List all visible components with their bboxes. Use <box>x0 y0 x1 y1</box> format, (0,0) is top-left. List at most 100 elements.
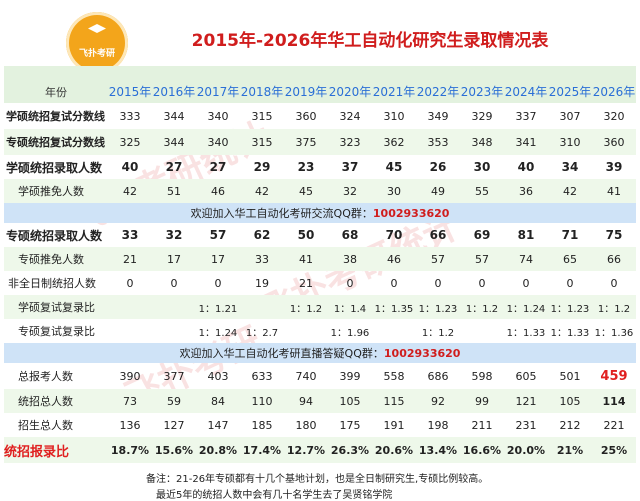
row-label: 专硕统招复试分数线 <box>4 129 108 155</box>
table-cell: 18.7% <box>108 437 152 463</box>
table-cell: 41 <box>592 179 636 203</box>
qq-banner: 欢迎加入华工自动化考研交流QQ群：1002933620 <box>4 203 636 223</box>
table-cell: 0 <box>566 276 574 290</box>
table-cell <box>284 319 328 343</box>
table-cell: 34 <box>561 160 579 174</box>
table-cell: 180 <box>295 418 317 432</box>
table-cell: 1：1.23 <box>416 295 460 319</box>
table-cell: 1：1.96 <box>330 327 370 339</box>
table-cell: 0 <box>610 276 618 290</box>
table-cell: 221 <box>603 418 625 432</box>
banner-cell: 欢迎加入华工自动化考研交流QQ群：1002933620 <box>4 203 636 223</box>
table-cell: 605 <box>515 369 537 383</box>
table-cell: 45 <box>385 160 403 174</box>
table-cell: 27 <box>165 160 183 174</box>
admission-table: 年份 2015年 2016年 2017年 2018年 2019年 2020年 2… <box>4 66 636 463</box>
year-cell: 2025年 <box>548 66 592 103</box>
table-cell: 57 <box>209 228 227 242</box>
table-cell: 42 <box>548 179 592 203</box>
table-cell: 30 <box>372 179 416 203</box>
table-cell: 136 <box>119 418 141 432</box>
table-cell: 1：1.35 <box>372 295 416 319</box>
table-cell: 25% <box>592 437 636 463</box>
table-cell: 1：1.2 <box>592 295 636 319</box>
table-row: 总报考人数 390 377 403 633 740 399 558 686 59… <box>4 363 636 389</box>
row-label: 专硕复试复录比 <box>18 325 95 338</box>
table-cell: 1：1.23 <box>548 295 592 319</box>
table-cell: 325 <box>108 129 152 155</box>
table-cell: 41 <box>284 247 328 271</box>
table-cell: 70 <box>385 228 403 242</box>
table-cell <box>108 319 152 343</box>
table-cell: 307 <box>559 109 581 123</box>
row-label: 总报考人数 <box>18 370 73 383</box>
page-title: 2015年-2026年华工自动化研究生录取情况表 <box>191 31 549 51</box>
banner-cell: 欢迎加入华工自动化考研直播答疑QQ群：1002933620 <box>4 343 636 363</box>
year-cell: 2024年 <box>504 66 548 103</box>
table-cell: 348 <box>460 129 504 155</box>
table-cell: 110 <box>240 389 284 413</box>
table-cell: 333 <box>119 109 141 123</box>
table-cell: 74 <box>504 247 548 271</box>
year-cell: 2015年 <box>108 66 152 103</box>
table-cell: 92 <box>416 389 460 413</box>
table-cell: 212 <box>559 418 581 432</box>
table-cell: 1：1.2 <box>284 295 328 319</box>
qq-number: 1002933620 <box>383 347 461 360</box>
table-cell: 55 <box>460 179 504 203</box>
table-cell: 1：2.7 <box>245 327 279 339</box>
table-cell: 121 <box>504 389 548 413</box>
table-cell: 68 <box>341 228 359 242</box>
table-cell: 50 <box>297 228 315 242</box>
year-cell: 2016年 <box>152 66 196 103</box>
table-cell: 127 <box>163 418 185 432</box>
table-cell: 59 <box>152 389 196 413</box>
table-cell: 740 <box>295 369 317 383</box>
table-cell: 329 <box>471 109 493 123</box>
table-cell: 29 <box>253 160 271 174</box>
table-cell: 40 <box>121 160 139 174</box>
table-cell: 114 <box>592 389 636 413</box>
table-row: 学硕推免人数 42 51 46 42 45 32 30 49 55 36 42 … <box>4 179 636 203</box>
banner-text: 欢迎加入华工自动化考研交流QQ群： <box>190 207 373 220</box>
row-label: 招生总人数 <box>18 419 73 432</box>
table-cell: 198 <box>427 418 449 432</box>
table-cell: 84 <box>196 389 240 413</box>
table-cell: 32 <box>328 179 372 203</box>
table-cell: 39 <box>605 160 623 174</box>
table-cell: 315 <box>251 109 273 123</box>
table-cell: 45 <box>284 179 328 203</box>
year-cell: 2023年 <box>460 66 504 103</box>
table-cell: 21 <box>108 247 152 271</box>
table-cell: 598 <box>471 369 493 383</box>
header-year-label: 年份 <box>4 66 108 103</box>
table-cell: 360 <box>295 109 317 123</box>
year-cell: 2020年 <box>328 66 372 103</box>
table-cell: 353 <box>416 129 460 155</box>
table-cell: 26.3% <box>328 437 372 463</box>
table-cell: 66 <box>429 228 447 242</box>
row-label: 学硕推免人数 <box>4 179 108 203</box>
year-cell: 2026年 <box>592 66 636 103</box>
table-cell: 341 <box>504 129 548 155</box>
table-cell: 0 <box>478 276 486 290</box>
table-cell: 66 <box>592 247 636 271</box>
table-row: 招生总人数 136 127 147 185 180 175 191 198 21… <box>4 413 636 437</box>
table-cell: 0 <box>522 276 530 290</box>
table-cell: 57 <box>416 247 460 271</box>
year-cell: 2021年 <box>372 66 416 103</box>
qq-number: 1002933620 <box>372 207 450 220</box>
table-cell: 15.6% <box>152 437 196 463</box>
table-row: 非全日制统招人数 0 0 0 19 21 0 0 0 0 0 0 0 <box>4 271 636 295</box>
table-cell: 21% <box>548 437 592 463</box>
table-row: 专硕统招复试分数线 325 344 340 315 375 323 362 35… <box>4 129 636 155</box>
table-cell: 46 <box>196 179 240 203</box>
table-cell: 16.6% <box>460 437 504 463</box>
table-cell: 115 <box>372 389 416 413</box>
table-cell: 33 <box>121 228 139 242</box>
table-cell <box>460 319 504 343</box>
table-cell: 1：1.33 <box>550 327 590 339</box>
table-cell: 51 <box>152 179 196 203</box>
table-cell: 62 <box>253 228 271 242</box>
table-row: 学硕统招录取人数 40 27 27 29 23 37 45 26 30 40 3… <box>4 155 636 179</box>
